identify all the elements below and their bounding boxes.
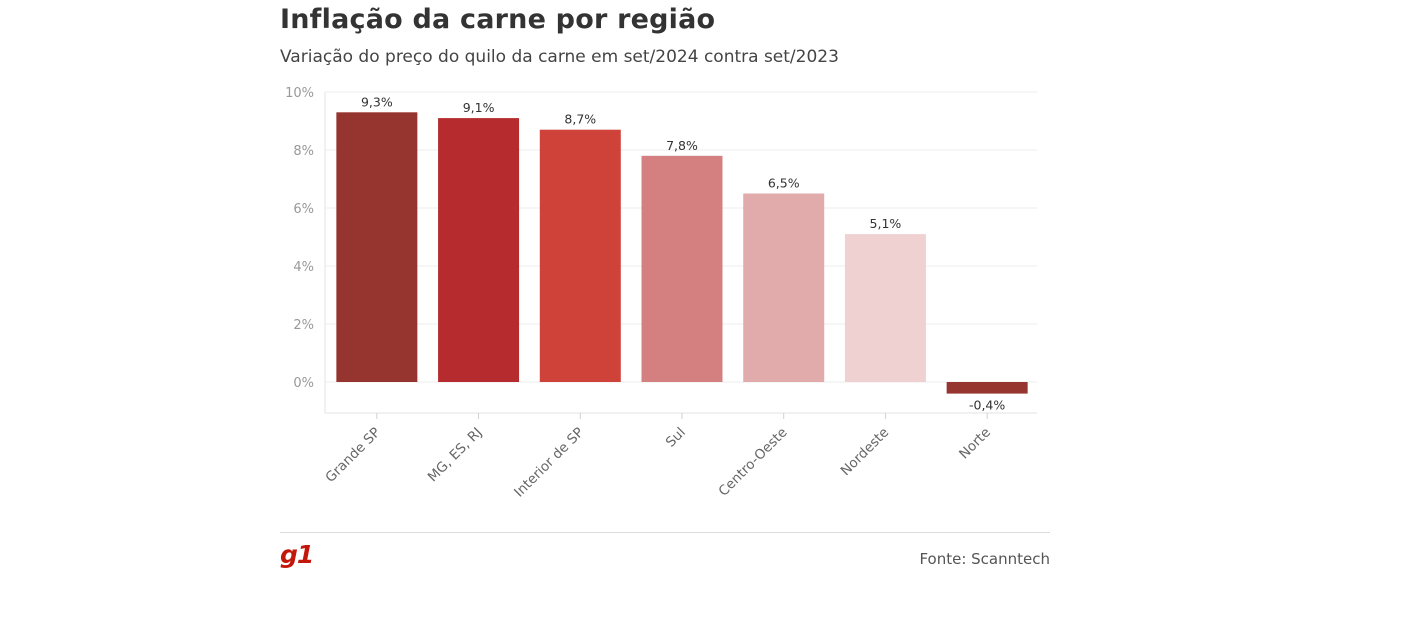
bar	[336, 112, 418, 383]
bar	[946, 382, 1028, 394]
x-tick-label: Grande SP	[322, 425, 383, 486]
data-label: 6,5%	[768, 176, 800, 191]
bar	[539, 129, 621, 382]
data-label: 7,8%	[666, 138, 698, 153]
y-axis-tick-labels: 0% 2% 4% 6% 8% 10%	[285, 86, 314, 391]
data-labels: 9,3% 9,1% 8,7% 7,8% 6,5% 5,1% -0,4%	[361, 94, 1005, 412]
y-tick-label: 6%	[293, 202, 314, 217]
bar	[743, 193, 825, 382]
y-tick-label: 8%	[293, 144, 314, 159]
x-tick-label: Norte	[956, 425, 994, 463]
footer-divider	[280, 532, 1050, 533]
bar	[641, 155, 723, 382]
bar	[844, 234, 926, 382]
y-tick-label: 0%	[293, 376, 314, 391]
y-tick-label: 4%	[293, 260, 314, 275]
x-tick-label: Sul	[663, 425, 689, 451]
g1-logo: g1	[280, 540, 314, 569]
data-label: 9,1%	[463, 100, 495, 115]
bar-chart: 0% 2% 4% 6% 8% 10% 9,3% 9,1% 8,7% 7,8% 6,5% 5,1% -0…	[285, 86, 1037, 501]
chart-subtitle: Variação do preço do quilo da carne em s…	[280, 47, 839, 67]
bars	[336, 112, 1028, 394]
x-tick-label: Centro-Oeste	[715, 425, 790, 500]
y-tick-label: 10%	[285, 86, 314, 101]
x-tick-label: Interior de SP	[511, 425, 587, 501]
data-label: -0,4%	[969, 398, 1005, 413]
data-label: 8,7%	[564, 112, 596, 127]
source-note: Fonte: Scanntech	[919, 550, 1050, 568]
x-tick-label: MG, ES, RJ	[425, 425, 486, 486]
chart-title: Inflação da carne por região	[280, 4, 716, 35]
data-label: 5,1%	[870, 216, 902, 231]
data-label: 9,3%	[361, 94, 393, 109]
y-tick-label: 2%	[293, 318, 314, 333]
bar	[438, 118, 520, 382]
x-tick-label: Nordeste	[838, 425, 893, 480]
